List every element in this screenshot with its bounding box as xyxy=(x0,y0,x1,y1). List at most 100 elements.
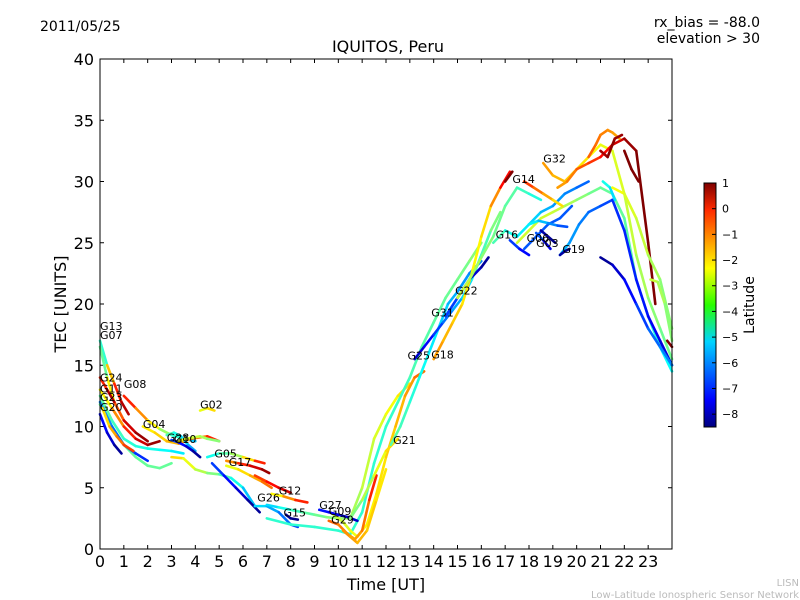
track-segment xyxy=(480,256,490,269)
track-segment xyxy=(134,452,149,463)
track-segment xyxy=(146,439,161,447)
track-segment xyxy=(563,247,571,253)
x-tick-label: 1 xyxy=(119,552,129,571)
track-segment xyxy=(191,449,202,459)
track-segment xyxy=(265,503,281,509)
x-tick-label: 20 xyxy=(566,552,586,571)
satellite-label: G15 xyxy=(284,506,307,519)
track-segment xyxy=(522,235,538,251)
track-segment xyxy=(432,339,445,361)
track-segment xyxy=(489,210,502,232)
track-segment xyxy=(658,327,674,361)
track-segment xyxy=(558,204,574,220)
satellite-track xyxy=(170,438,202,459)
satellite-label: G03 xyxy=(536,237,559,250)
credit-network: Low-Latitude Ionospheric Sensor Network xyxy=(591,590,799,600)
x-tick-label: 9 xyxy=(309,552,319,571)
satellite-label: G07 xyxy=(100,329,123,342)
satellite-label: G19 xyxy=(562,243,585,256)
track-segment xyxy=(656,280,667,306)
satellite-label: G06 xyxy=(527,232,550,245)
satellite-label: G22 xyxy=(455,285,478,298)
track-segment xyxy=(134,437,149,447)
track-segment xyxy=(372,412,388,441)
colorbar-tick-label: −1 xyxy=(722,228,738,241)
y-tick-label: 0 xyxy=(84,540,94,559)
satellite-track xyxy=(98,339,130,416)
track-segment xyxy=(611,137,626,147)
track-segment xyxy=(587,186,602,196)
x-tick-label: 16 xyxy=(471,552,491,571)
track-segment xyxy=(451,302,464,324)
track-segment xyxy=(444,296,459,318)
track-segment xyxy=(360,474,376,502)
track-segment xyxy=(222,474,238,490)
track-segment xyxy=(253,459,266,465)
track-segment xyxy=(634,149,650,245)
colorbar-tick-label: −8 xyxy=(722,408,738,421)
x-tick-label: 7 xyxy=(262,552,272,571)
colorbar-gradient xyxy=(703,182,717,428)
x-tick-label: 4 xyxy=(190,552,200,571)
satellite-track xyxy=(527,219,569,229)
x-tick-label: 13 xyxy=(400,552,420,571)
satellite-label: G09 xyxy=(329,505,352,518)
satellite-label: G32 xyxy=(543,152,566,165)
track-segment xyxy=(172,431,183,438)
track-segment xyxy=(113,382,123,404)
track-segment xyxy=(503,170,514,183)
track-segment xyxy=(289,517,300,521)
track-segment xyxy=(646,296,662,330)
satellite-track xyxy=(456,186,543,300)
track-segment xyxy=(313,513,328,519)
track-segment xyxy=(594,133,602,147)
satellite-track xyxy=(98,376,116,404)
track-segment xyxy=(341,529,352,539)
track-segment xyxy=(360,437,376,490)
track-segment xyxy=(623,192,638,220)
track-segment xyxy=(341,520,352,532)
satellite-track xyxy=(98,388,161,447)
x-tick-label: 11 xyxy=(352,552,372,571)
satellite-track xyxy=(515,186,674,373)
track-segment xyxy=(432,296,447,324)
track-segment xyxy=(265,504,281,514)
y-tick-label: 25 xyxy=(74,234,94,253)
track-segment xyxy=(646,253,662,281)
satellite-label: G10 xyxy=(174,433,197,446)
track-segment xyxy=(353,529,364,541)
satellite-label: G16 xyxy=(496,228,519,241)
track-segment xyxy=(241,486,257,508)
y-tick-label: 10 xyxy=(74,418,94,437)
track-segment xyxy=(332,513,345,524)
x-tick-label: 0 xyxy=(95,552,105,571)
track-segment xyxy=(575,192,590,202)
satellite-track xyxy=(341,468,388,545)
track-segment xyxy=(98,388,114,410)
satellite-label: G12 xyxy=(279,484,302,497)
satellite-track xyxy=(170,455,257,508)
track-segment xyxy=(365,498,378,532)
track-segment xyxy=(587,155,602,165)
satellite-track xyxy=(98,412,123,455)
track-segment xyxy=(253,474,269,483)
track-segment xyxy=(539,229,550,238)
track-segment xyxy=(565,167,578,183)
track-segment xyxy=(348,498,364,520)
x-tick-label: 5 xyxy=(214,552,224,571)
track-segment xyxy=(522,180,536,189)
y-tick-label: 5 xyxy=(84,479,94,498)
track-segment xyxy=(537,219,550,225)
track-segment xyxy=(134,431,149,443)
track-segment xyxy=(611,186,626,196)
track-segment xyxy=(456,272,471,294)
track-segment xyxy=(394,394,407,428)
track-segment xyxy=(146,447,161,452)
track-segment xyxy=(248,464,264,471)
satellite-label: G31 xyxy=(431,307,454,320)
satellite-track xyxy=(601,180,617,202)
track-segment xyxy=(384,400,400,428)
colorbar-tick-label: 0 xyxy=(722,203,729,216)
